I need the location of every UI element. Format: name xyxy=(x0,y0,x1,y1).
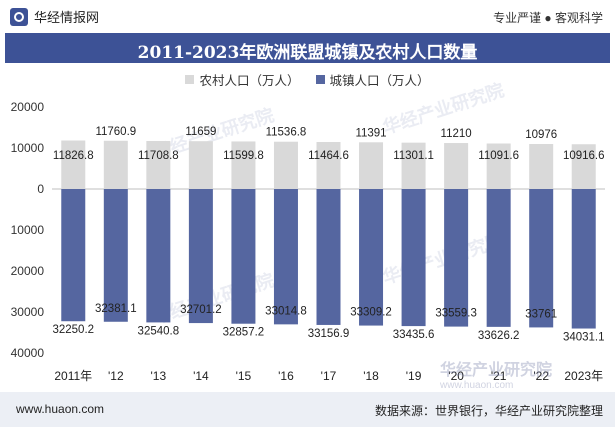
rural-bar xyxy=(146,140,171,189)
urban-bar xyxy=(571,189,596,329)
rural-bar xyxy=(529,143,554,189)
urban-bar xyxy=(359,189,384,326)
rural-bar xyxy=(316,141,341,189)
rural-data-label: 11464.6 xyxy=(308,150,349,162)
rural-bar xyxy=(486,143,511,189)
rural-data-label: 11760.9 xyxy=(95,126,136,138)
x-tick-label: '15 xyxy=(236,369,252,383)
brand: 华经情报网 xyxy=(10,7,99,26)
tagline: 专业严谨 ● 客观科学 xyxy=(493,11,603,25)
x-tick-label: '14 xyxy=(193,369,209,383)
rural-bar xyxy=(273,141,298,189)
watermark-corner-url: www.huaon.com xyxy=(440,380,514,391)
rural-bar xyxy=(188,141,213,189)
x-tick-label: '18 xyxy=(363,369,379,383)
urban-bar xyxy=(146,189,171,323)
urban-data-label: 32857.2 xyxy=(223,327,265,339)
x-tick-label: 2023年 xyxy=(564,369,603,383)
rural-bar xyxy=(103,140,128,189)
x-tick-label: '22 xyxy=(533,369,549,383)
rural-bar xyxy=(231,141,256,189)
legend-item-rural: 农村人口（万人） xyxy=(185,70,300,89)
x-tick-label: '19 xyxy=(406,369,422,383)
legend-item-urban: 城镇人口（万人） xyxy=(315,70,430,89)
x-tick-label: '16 xyxy=(278,369,294,383)
y-tick-label: 10000 xyxy=(11,223,45,237)
urban-data-label: 32540.8 xyxy=(138,325,180,337)
rural-bar xyxy=(444,143,469,189)
urban-bar xyxy=(61,189,86,322)
title-bar: 2011-2023年欧洲联盟城镇及农村人口数量 xyxy=(5,33,610,63)
rural-bar xyxy=(359,142,384,189)
urban-bar xyxy=(273,189,298,325)
urban-bar xyxy=(231,189,256,324)
urban-bar xyxy=(103,189,128,322)
legend-label-rural: 农村人口（万人） xyxy=(199,74,300,88)
rural-data-label: 10976 xyxy=(525,129,557,141)
data-source: 数据来源：世界银行，华经产业研究院整理 xyxy=(374,404,603,418)
urban-data-label: 32250.2 xyxy=(52,324,94,336)
brand-name: 华经情报网 xyxy=(34,10,100,25)
rural-data-label: 11826.8 xyxy=(53,150,94,162)
urban-data-label: 33156.9 xyxy=(308,328,350,340)
website-link[interactable]: www.huaon.com xyxy=(16,402,105,416)
rural-data-label: 10916.6 xyxy=(563,150,605,162)
y-tick-label: 10000 xyxy=(11,141,45,155)
urban-bar xyxy=(486,189,511,327)
rural-data-label: 11708.8 xyxy=(138,150,179,162)
rural-data-label: 11301.1 xyxy=(393,150,434,162)
urban-data-label: 33761 xyxy=(525,308,557,320)
urban-data-label: 33309.2 xyxy=(350,307,392,319)
chart-legend: 农村人口（万人） 城镇人口（万人） xyxy=(0,70,615,89)
legend-swatch-rural xyxy=(185,75,195,84)
urban-data-label: 32701.2 xyxy=(180,304,222,316)
y-tick-label: 40000 xyxy=(11,346,45,360)
y-tick-label: 0 xyxy=(37,182,44,196)
urban-data-label: 33559.3 xyxy=(435,308,477,320)
footer: www.huaon.com 数据来源：世界银行，华经产业研究院整理 xyxy=(0,392,615,427)
watermark-corner: 华经产业研究院 www.huaon.com xyxy=(440,356,552,391)
urban-bar xyxy=(529,189,554,328)
rural-bar xyxy=(401,142,426,189)
chart-title: 2011-2023年欧洲联盟城镇及农村人口数量 xyxy=(137,43,478,63)
x-tick-label: '21 xyxy=(491,369,507,383)
x-tick-label: '12 xyxy=(108,369,124,383)
urban-data-label: 34031.1 xyxy=(563,332,605,344)
rural-data-label: 11599.8 xyxy=(223,150,264,162)
x-tick-label: '17 xyxy=(321,369,337,383)
urban-bar xyxy=(188,189,213,324)
urban-bar xyxy=(316,189,341,325)
rural-bar xyxy=(61,140,86,189)
urban-data-label: 32381.1 xyxy=(95,303,137,315)
y-tick-label: 20000 xyxy=(11,100,45,114)
urban-data-label: 33435.6 xyxy=(393,329,435,341)
legend-swatch-urban xyxy=(315,75,325,84)
x-tick-label: '20 xyxy=(448,369,464,383)
rural-bar xyxy=(571,144,596,189)
urban-bar xyxy=(401,189,426,327)
urban-data-label: 33014.8 xyxy=(265,305,307,317)
x-tick-label: 2011年 xyxy=(54,369,92,383)
y-tick-label: 30000 xyxy=(11,305,45,319)
rural-data-label: 11659 xyxy=(185,126,216,138)
y-tick-label: 20000 xyxy=(11,264,45,278)
watermark-corner-text: 华经产业研究院 xyxy=(440,362,553,379)
urban-bar xyxy=(444,189,469,327)
legend-label-urban: 城镇人口（万人） xyxy=(329,74,430,88)
rural-data-label: 11536.8 xyxy=(266,127,307,139)
chart-area: 20000 10000 0 10000 20000 30000 40000 11826.8 32… xyxy=(11,100,605,383)
rural-data-label: 11091.6 xyxy=(478,150,519,162)
x-tick-label: '13 xyxy=(151,369,167,383)
rural-data-label: 11210 xyxy=(441,128,472,140)
top-bar: 华经情报网 专业严谨 ● 客观科学 xyxy=(0,0,615,32)
urban-data-label: 33626.2 xyxy=(478,330,520,342)
brand-logo-icon xyxy=(10,7,28,26)
rural-data-label: 11391 xyxy=(355,127,386,139)
